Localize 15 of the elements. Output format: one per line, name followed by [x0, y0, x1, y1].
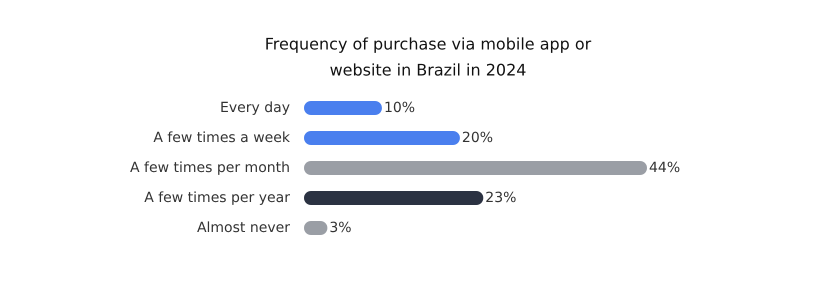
- y-tick-label: A few times per year: [144, 190, 290, 206]
- data-label: 44%: [649, 160, 680, 176]
- data-label: 23%: [485, 190, 516, 206]
- bar: [304, 101, 382, 115]
- data-label: 3%: [329, 220, 352, 236]
- data-label: 20%: [462, 130, 494, 146]
- y-tick-label: Almost never: [196, 220, 290, 236]
- y-tick-label: A few times a week: [153, 130, 291, 146]
- chart-title: Frequency of purchase via mobile app or website in Brazil in 2024: [264, 34, 592, 80]
- data-label: 10%: [384, 100, 416, 116]
- bar: [304, 131, 460, 145]
- y-tick-label: Every day: [220, 100, 290, 116]
- bar: [304, 161, 647, 175]
- y-tick-label: A few times per month: [130, 160, 290, 176]
- bar: [304, 191, 484, 205]
